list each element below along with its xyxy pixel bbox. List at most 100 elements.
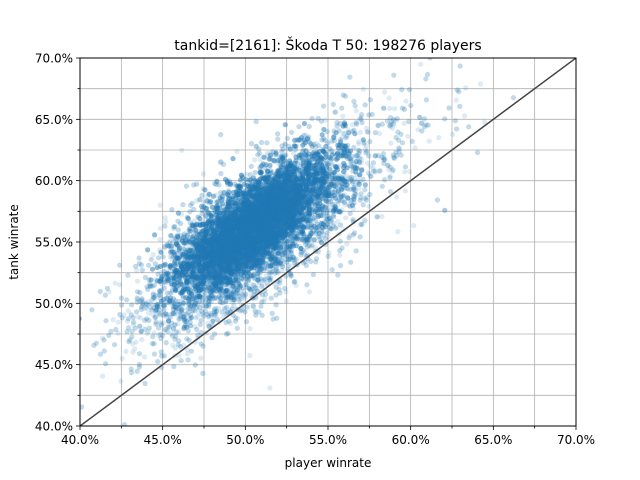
scatter-point <box>269 310 275 316</box>
scatter-point <box>178 358 184 364</box>
scatter-point <box>269 269 275 275</box>
scatter-point <box>477 81 484 87</box>
scatter-point <box>353 248 359 254</box>
scatter-point <box>123 348 129 354</box>
scatter-point <box>146 310 152 316</box>
scatter-point <box>234 149 240 155</box>
scatter-point <box>220 161 226 167</box>
scatter-point <box>191 182 197 188</box>
scatter-point <box>379 121 385 127</box>
scatter-point <box>368 173 374 180</box>
scatter-point <box>291 254 297 260</box>
scatter-point <box>185 328 191 334</box>
scatter-point <box>110 317 116 323</box>
scatter-point <box>167 290 173 296</box>
scatter-point <box>192 324 198 330</box>
scatter-point <box>339 105 345 111</box>
scatter-point <box>350 232 356 238</box>
scatter-point <box>180 202 186 208</box>
scatter-point <box>183 183 189 189</box>
scatter-point <box>136 351 143 357</box>
scatter-point <box>200 171 206 177</box>
scatter-point <box>268 295 274 301</box>
scatter-point <box>392 106 398 112</box>
scatter-point <box>252 157 258 163</box>
scatter-point <box>157 202 163 208</box>
scatter-point <box>419 120 425 126</box>
scatter-point <box>347 74 353 80</box>
scatter-point <box>156 255 162 261</box>
scatter-point <box>371 168 377 174</box>
scatter-point <box>242 293 248 299</box>
scatter-point <box>213 305 219 311</box>
scatter-point <box>162 311 169 317</box>
scatter-point <box>456 89 462 95</box>
scatter-point <box>258 139 265 146</box>
scatter-point <box>353 120 359 126</box>
scatter-point <box>111 342 118 348</box>
scatter-point <box>275 131 281 137</box>
scatter-point <box>157 225 163 231</box>
scatter-point <box>193 315 199 321</box>
scatter-point <box>167 253 173 260</box>
scatter-point <box>356 139 362 145</box>
scatter-point <box>201 313 207 319</box>
scatter-point <box>118 295 124 301</box>
scatter-point <box>241 294 247 300</box>
scatter-point <box>253 284 259 290</box>
scatter-point <box>372 130 378 136</box>
scatter-point <box>402 188 408 194</box>
scatter-point <box>136 261 142 267</box>
scatter-point <box>128 312 134 318</box>
scatter-point <box>117 282 123 288</box>
scatter-point <box>407 169 413 175</box>
scatter-point <box>219 309 225 315</box>
scatter-point <box>401 120 407 127</box>
scatter-point <box>348 163 354 169</box>
scatter-point <box>382 156 388 162</box>
scatter-point <box>161 327 167 333</box>
scatter-point <box>308 244 314 250</box>
scatter-point <box>452 118 458 124</box>
scatter-point <box>103 318 109 324</box>
scatter-point <box>353 153 359 159</box>
scatter-point <box>436 135 442 141</box>
scatter-point <box>362 146 368 153</box>
scatter-point <box>291 150 297 156</box>
scatter-point <box>101 337 107 343</box>
scatter-point <box>253 312 259 318</box>
scatter-point <box>330 101 336 107</box>
scatter-point <box>331 220 337 227</box>
scatter-point <box>119 302 125 308</box>
scatter-point <box>402 169 408 175</box>
scatter-point <box>466 124 472 130</box>
scatter-point <box>150 312 156 318</box>
scatter-point <box>89 307 95 313</box>
scatter-point <box>375 153 382 159</box>
scatter-point <box>163 340 169 346</box>
scatter-point <box>426 138 432 144</box>
scatter-point <box>146 262 152 268</box>
scatter-point <box>409 138 415 144</box>
scatter-point <box>325 217 331 223</box>
scatter-point <box>218 170 224 177</box>
scatter-point <box>360 176 366 182</box>
scatter-point <box>147 300 154 306</box>
scatter-point <box>169 333 176 339</box>
scatter-point <box>457 63 463 69</box>
scatter-point <box>247 353 253 359</box>
scatter-point <box>200 343 206 349</box>
scatter-point <box>377 168 383 174</box>
scatter-point <box>333 225 339 231</box>
scatter-point <box>125 308 131 314</box>
scatter-point <box>323 217 330 223</box>
scatter-point <box>259 299 265 305</box>
scatter-point <box>121 312 127 318</box>
scatter-point <box>398 131 404 137</box>
scatter-point <box>423 76 429 82</box>
scatter-point <box>103 361 109 367</box>
scatter-point <box>100 335 106 341</box>
scatter-point <box>180 342 187 348</box>
scatter-point <box>99 373 106 379</box>
scatter-point <box>387 105 393 112</box>
